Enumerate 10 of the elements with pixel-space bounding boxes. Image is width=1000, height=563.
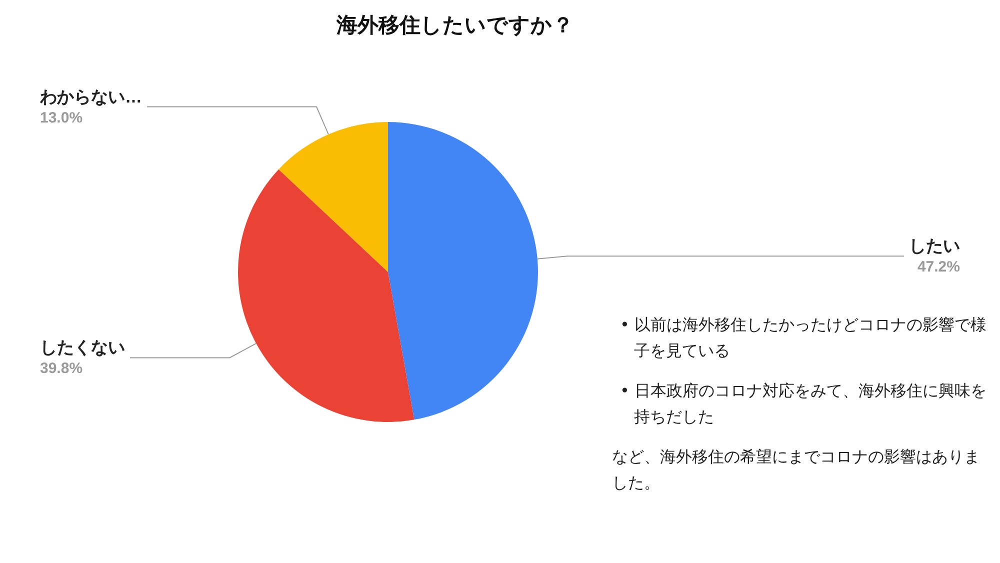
- data-label: 47.2%: [917, 258, 960, 276]
- text: • 日本政府のコロナ対応をみて、海外移住に興味を持ちだした: [619, 380, 987, 428]
- slice-label: わからない…: [39, 87, 142, 106]
- slice-label: したい: [909, 236, 960, 256]
- text: など、海外移住の希望にまでコロナの影響はありました。: [612, 446, 981, 494]
- chart-title: 海外移住したいですか？: [336, 14, 574, 37]
- data-label: 39.8%: [40, 360, 83, 378]
- data-label: 13.0%: [40, 109, 83, 126]
- slice-label: したくない: [40, 338, 125, 358]
- text: • 以前は海外移住したかったけどコロナの影響で様子を見ている: [619, 314, 987, 362]
